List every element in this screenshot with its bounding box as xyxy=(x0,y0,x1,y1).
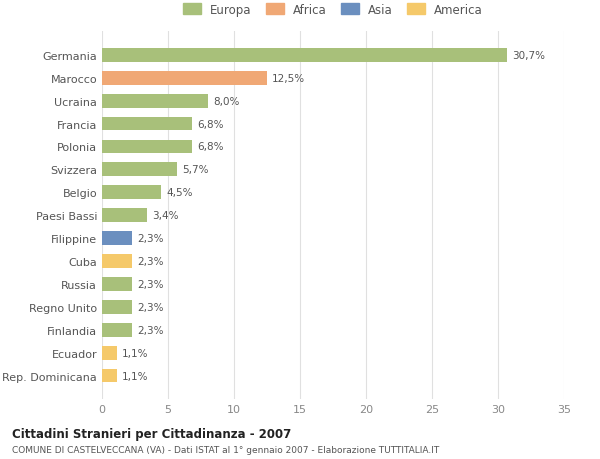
Text: 2,3%: 2,3% xyxy=(137,257,164,266)
Text: 2,3%: 2,3% xyxy=(137,325,164,335)
Bar xyxy=(102,49,507,62)
Text: 5,7%: 5,7% xyxy=(182,165,209,175)
Text: 1,1%: 1,1% xyxy=(122,371,148,381)
Bar xyxy=(102,163,177,177)
Bar xyxy=(102,186,161,200)
Text: 6,8%: 6,8% xyxy=(197,119,224,129)
Text: 4,5%: 4,5% xyxy=(167,188,193,198)
Bar xyxy=(102,346,116,360)
Text: 2,3%: 2,3% xyxy=(137,302,164,312)
Text: 2,3%: 2,3% xyxy=(137,234,164,244)
Text: 2,3%: 2,3% xyxy=(137,280,164,289)
Bar xyxy=(102,300,133,314)
Text: COMUNE DI CASTELVECCANA (VA) - Dati ISTAT al 1° gennaio 2007 - Elaborazione TUTT: COMUNE DI CASTELVECCANA (VA) - Dati ISTA… xyxy=(12,445,439,454)
Text: 30,7%: 30,7% xyxy=(512,50,545,61)
Bar xyxy=(102,140,192,154)
Text: Cittadini Stranieri per Cittadinanza - 2007: Cittadini Stranieri per Cittadinanza - 2… xyxy=(12,427,291,440)
Bar xyxy=(102,72,267,85)
Bar xyxy=(102,255,133,269)
Text: 8,0%: 8,0% xyxy=(213,96,239,106)
Bar xyxy=(102,209,147,223)
Bar xyxy=(102,323,133,337)
Legend: Europa, Africa, Asia, America: Europa, Africa, Asia, America xyxy=(181,1,485,19)
Bar xyxy=(102,277,133,291)
Bar xyxy=(102,95,208,108)
Text: 6,8%: 6,8% xyxy=(197,142,224,152)
Bar xyxy=(102,118,192,131)
Text: 12,5%: 12,5% xyxy=(272,73,305,84)
Text: 1,1%: 1,1% xyxy=(122,348,148,358)
Text: 3,4%: 3,4% xyxy=(152,211,179,221)
Bar xyxy=(102,369,116,383)
Bar xyxy=(102,232,133,246)
